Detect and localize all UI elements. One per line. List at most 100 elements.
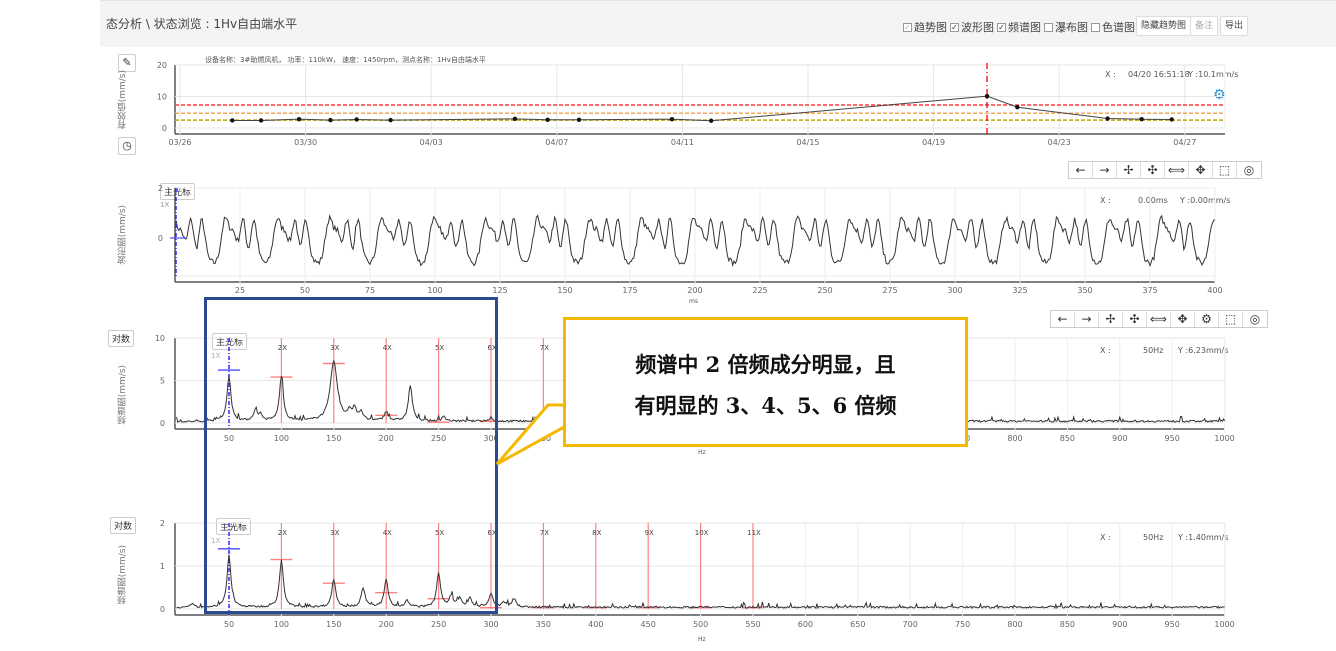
- trend-cursor-x: 04/20 16:51:18: [1128, 70, 1190, 79]
- waveform-xtick-label: 375: [1142, 286, 1157, 295]
- spectrum2-cursor-tag: 主光标: [216, 518, 252, 535]
- export-button[interactable]: 导出: [1220, 16, 1249, 36]
- reset-icon[interactable]: ◎: [1249, 312, 1261, 326]
- spectrum1-log-button[interactable]: 对数: [108, 330, 135, 347]
- spectrum1-order-label: 1X: [211, 352, 220, 360]
- checkbox-label: 波形图: [961, 21, 994, 34]
- annotation-line-1: 频谱中 2 倍频成分明显，且: [635, 352, 896, 377]
- waveform-order-label: 1X: [160, 201, 170, 209]
- spectrum-toolbar: ← → ✢ ✣ ⟺ ✥ ⚙ ⬚ ◎: [1050, 310, 1268, 328]
- pencil-icon: ✎: [122, 56, 132, 69]
- edit-button[interactable]: ✎: [118, 54, 136, 72]
- zoom-x-out-icon[interactable]: ✥: [1189, 162, 1213, 178]
- settings-icon[interactable]: ⚙: [1195, 311, 1219, 327]
- spectrum1-xtick-label: 800: [1007, 434, 1022, 443]
- spectrum2-xtick-label: 950: [1165, 620, 1180, 629]
- trend-point: [354, 117, 359, 122]
- spectrum2-xtick-label: 450: [641, 620, 656, 629]
- waveform-xtick-label: 325: [1012, 286, 1027, 295]
- spectrum1-xtick-label: 150: [326, 434, 341, 443]
- spectrum2-harmonic-label: 6X: [487, 529, 496, 537]
- checkbox-label: 色谱图: [1102, 21, 1135, 34]
- zoom-x-in-icon[interactable]: ⟺: [1165, 162, 1189, 178]
- checkbox-box[interactable]: ✓: [997, 22, 1006, 32]
- checkbox-box[interactable]: [1044, 22, 1053, 32]
- arrow-right-icon[interactable]: →: [1093, 162, 1117, 178]
- spectrum2-xtick-label: 1000: [1214, 620, 1234, 629]
- checkbox-0[interactable]: ✓ 趋势图: [903, 19, 947, 35]
- select-icon[interactable]: ⬚: [1213, 162, 1237, 178]
- spectrum2-xtick-label: 750: [955, 620, 970, 629]
- zoom-y-in-icon[interactable]: ✢: [1099, 311, 1123, 327]
- checkbox-box[interactable]: [1091, 22, 1100, 32]
- trend-point: [328, 117, 333, 123]
- spectrum2-xtick-label: 550: [745, 620, 760, 629]
- trend-ytick-label: 20: [157, 61, 167, 70]
- zoom-x-in-icon[interactable]: ⟺: [1147, 311, 1171, 327]
- checkbox-label: 趋势图: [914, 21, 947, 34]
- spectrum1-xtick-label: 50: [224, 434, 234, 443]
- spectrum2-xtick-label: 600: [798, 620, 813, 629]
- spectrum2-cursor-x: 50Hz: [1143, 533, 1164, 542]
- spectrum2-xtick-label: 300: [483, 620, 498, 629]
- checkbox-3[interactable]: 瀑布图: [1044, 19, 1088, 35]
- note-button[interactable]: 备注: [1190, 16, 1219, 36]
- checkbox-box[interactable]: ✓: [950, 22, 959, 32]
- zoom-y-out-icon[interactable]: ✣: [1141, 162, 1165, 178]
- spectrum2-series-line: [176, 554, 1225, 610]
- spectrum2-cursor-x-label: X :: [1100, 533, 1111, 542]
- arrow-left-icon[interactable]: ←: [1051, 311, 1075, 327]
- spectrum2-harmonic-label: 3X: [330, 529, 339, 537]
- arrow-left-icon[interactable]: ←: [1069, 162, 1093, 178]
- spectrum2-harmonic-label: 8X: [592, 529, 601, 537]
- spectrum2-ytick-label: 2: [160, 519, 165, 528]
- waveform-xtick-label: 275: [882, 286, 897, 295]
- spectrum1-cursor-y: Y :6.23mm/s: [1178, 346, 1229, 355]
- waveform-xtick-label: 125: [492, 286, 507, 295]
- zoom-y-in-icon[interactable]: ✢: [1117, 162, 1141, 178]
- spectrum2-harmonic-label: 4X: [383, 529, 392, 537]
- trend-point: [1105, 116, 1110, 121]
- checkbox-1[interactable]: ✓ 波形图: [950, 19, 994, 35]
- spectrum1-xtick-label: 850: [1060, 434, 1075, 443]
- zoom-y-out-icon[interactable]: ✣: [1123, 311, 1147, 327]
- spectrum2-xtick-label: 200: [379, 620, 394, 629]
- trend-xtick-label: 04/23: [1048, 138, 1071, 147]
- checkbox-box[interactable]: ✓: [903, 22, 912, 32]
- arrow-right-icon[interactable]: →: [1075, 311, 1099, 327]
- zoom-x-out-icon[interactable]: ✥: [1171, 311, 1195, 327]
- spectrum2-xtick-label: 800: [1007, 620, 1022, 629]
- waveform-cursor-x: 0.00ms: [1138, 196, 1168, 205]
- spectrum2-harmonic-label: 5X: [435, 529, 444, 537]
- history-button[interactable]: ◷: [118, 137, 136, 155]
- waveform-cursor-y: Y :0.00mm/s: [1180, 196, 1231, 205]
- spectrum2-xtick-label: 150: [326, 620, 341, 629]
- select-icon[interactable]: ⬚: [1219, 311, 1243, 327]
- spectrum2-log-button[interactable]: 对数: [110, 517, 137, 534]
- gear-icon[interactable]: ⚙: [1213, 87, 1226, 103]
- trend-point: [1139, 116, 1144, 122]
- trend-point: [1169, 117, 1174, 122]
- spectrum2-xtick-label: 500: [693, 620, 708, 629]
- checkbox-4[interactable]: 色谱图: [1091, 19, 1135, 35]
- spectrum2-xtick-label: 400: [588, 620, 603, 629]
- spectrum1-harmonic-label: 5X: [435, 344, 444, 352]
- waveform-cursor-tag: 主光标: [160, 183, 196, 200]
- checkbox-2[interactable]: ✓ 频谱图: [997, 19, 1041, 35]
- waveform-xtick-label: 250: [817, 286, 832, 295]
- waveform-ytick-label: 0: [158, 234, 163, 243]
- trend-xtick-label: 03/30: [294, 138, 317, 147]
- device-info: 设备名称：3#助燃风机， 功率：110kW， 速度：1450rpm，测点名称：1…: [205, 56, 486, 64]
- trend-point: [576, 117, 582, 123]
- reset-icon[interactable]: ◎: [1243, 163, 1255, 177]
- waveform-xtick-label: 350: [1077, 286, 1092, 295]
- trend-point: [258, 118, 264, 123]
- checkbox-label: 瀑布图: [1055, 21, 1088, 34]
- trend-cursor-y: Y :10.1mm/s: [1188, 70, 1239, 79]
- trend-point: [230, 118, 235, 123]
- trend-xtick-label: 04/15: [796, 138, 819, 147]
- trend-point: [669, 116, 675, 122]
- spectrum2-xtick-label: 900: [1112, 620, 1127, 629]
- trend-point: [388, 117, 393, 123]
- checkbox-label: 频谱图: [1008, 21, 1041, 34]
